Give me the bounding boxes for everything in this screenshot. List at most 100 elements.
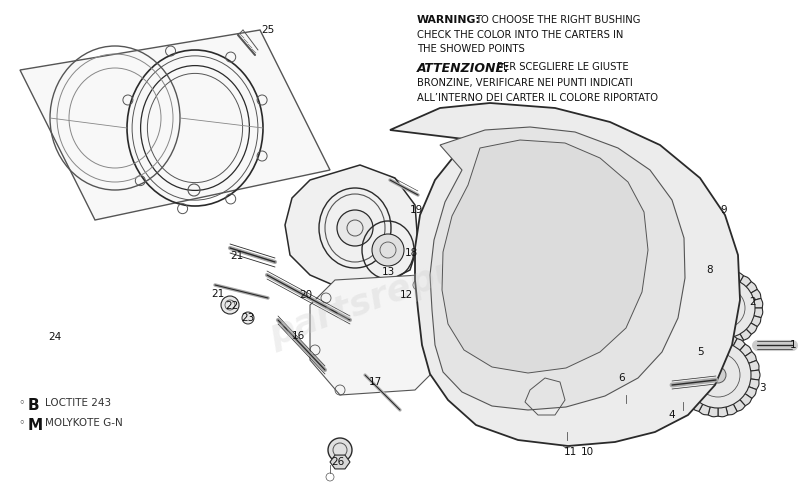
Text: 4: 4 bbox=[669, 410, 675, 420]
Polygon shape bbox=[734, 339, 746, 350]
Text: 9: 9 bbox=[721, 205, 727, 215]
Circle shape bbox=[717, 300, 733, 316]
Text: PER SCEGLIERE LE GIUSTE: PER SCEGLIERE LE GIUSTE bbox=[497, 62, 629, 72]
Polygon shape bbox=[740, 344, 752, 356]
Polygon shape bbox=[751, 316, 761, 327]
Text: M: M bbox=[28, 418, 43, 433]
Polygon shape bbox=[689, 290, 699, 300]
Polygon shape bbox=[725, 337, 734, 346]
Circle shape bbox=[242, 312, 254, 324]
Text: BRONZINE, VERIFICARE NEI PUNTI INDICATI: BRONZINE, VERIFICARE NEI PUNTI INDICATI bbox=[417, 78, 633, 88]
Circle shape bbox=[328, 438, 352, 462]
Polygon shape bbox=[746, 323, 758, 334]
Text: 2: 2 bbox=[750, 297, 756, 307]
Polygon shape bbox=[687, 308, 696, 318]
Polygon shape bbox=[733, 272, 744, 282]
Polygon shape bbox=[718, 333, 728, 343]
Text: 15: 15 bbox=[467, 202, 481, 212]
Text: 8: 8 bbox=[706, 265, 714, 275]
Text: 24: 24 bbox=[48, 332, 62, 342]
Circle shape bbox=[685, 342, 751, 408]
Text: 18: 18 bbox=[404, 248, 418, 258]
Polygon shape bbox=[745, 387, 757, 398]
Polygon shape bbox=[708, 333, 718, 343]
Polygon shape bbox=[693, 282, 704, 293]
Polygon shape bbox=[684, 344, 696, 356]
Bar bbox=[700, 344, 708, 362]
Polygon shape bbox=[734, 400, 746, 412]
Polygon shape bbox=[690, 400, 702, 412]
Polygon shape bbox=[746, 282, 758, 293]
Polygon shape bbox=[725, 270, 734, 279]
Polygon shape bbox=[285, 165, 418, 288]
Polygon shape bbox=[390, 103, 740, 446]
Polygon shape bbox=[718, 407, 728, 417]
Polygon shape bbox=[687, 298, 696, 308]
Polygon shape bbox=[715, 337, 725, 346]
Polygon shape bbox=[740, 394, 752, 406]
Circle shape bbox=[221, 296, 239, 314]
Text: 21: 21 bbox=[230, 251, 244, 261]
Polygon shape bbox=[733, 334, 744, 344]
Polygon shape bbox=[679, 387, 691, 398]
Polygon shape bbox=[676, 370, 686, 380]
Text: 10: 10 bbox=[581, 447, 594, 457]
Text: ALL’INTERNO DEI CARTER IL COLORE RIPORTATO: ALL’INTERNO DEI CARTER IL COLORE RIPORTA… bbox=[417, 93, 658, 103]
Circle shape bbox=[710, 367, 726, 383]
Polygon shape bbox=[20, 30, 330, 220]
Polygon shape bbox=[699, 335, 710, 346]
Polygon shape bbox=[708, 407, 718, 417]
Text: 19: 19 bbox=[410, 205, 422, 215]
Polygon shape bbox=[677, 379, 687, 390]
Polygon shape bbox=[754, 298, 762, 308]
Polygon shape bbox=[754, 308, 762, 318]
Polygon shape bbox=[751, 290, 761, 300]
Polygon shape bbox=[715, 270, 725, 279]
Polygon shape bbox=[442, 140, 648, 373]
Text: 5: 5 bbox=[697, 347, 703, 357]
Text: WARNING:: WARNING: bbox=[417, 15, 481, 25]
Text: CHECK THE COLOR INTO THE CARTERS IN: CHECK THE COLOR INTO THE CARTERS IN bbox=[417, 30, 623, 40]
Circle shape bbox=[609, 364, 637, 392]
Polygon shape bbox=[690, 339, 702, 350]
Text: THE SHOWED POINTS: THE SHOWED POINTS bbox=[417, 44, 525, 54]
Text: 3: 3 bbox=[758, 383, 766, 393]
Polygon shape bbox=[740, 329, 751, 340]
Text: TO CHOOSE THE RIGHT BUSHING: TO CHOOSE THE RIGHT BUSHING bbox=[475, 15, 641, 25]
Text: 14: 14 bbox=[530, 179, 542, 189]
Circle shape bbox=[337, 210, 373, 246]
Text: B: B bbox=[28, 398, 40, 413]
Text: 22: 22 bbox=[226, 301, 238, 311]
Polygon shape bbox=[693, 323, 704, 334]
Polygon shape bbox=[726, 335, 737, 346]
Text: MOLYKOTE G-N: MOLYKOTE G-N bbox=[45, 418, 122, 428]
Text: ◦: ◦ bbox=[18, 418, 25, 428]
Polygon shape bbox=[706, 272, 718, 282]
Text: 12: 12 bbox=[399, 290, 413, 300]
Polygon shape bbox=[749, 379, 759, 390]
Polygon shape bbox=[750, 370, 760, 380]
Text: ATTENZIONE:: ATTENZIONE: bbox=[417, 62, 510, 75]
Text: 1: 1 bbox=[790, 340, 796, 350]
Polygon shape bbox=[430, 127, 685, 410]
Text: 25: 25 bbox=[262, 25, 274, 35]
Polygon shape bbox=[679, 352, 691, 363]
Text: 13: 13 bbox=[382, 267, 394, 277]
Text: ◦: ◦ bbox=[18, 398, 25, 408]
Circle shape bbox=[695, 278, 755, 338]
Polygon shape bbox=[745, 352, 757, 363]
Text: 23: 23 bbox=[242, 313, 254, 323]
Text: 11: 11 bbox=[563, 447, 577, 457]
Text: 7: 7 bbox=[526, 330, 534, 340]
Text: 6: 6 bbox=[618, 373, 626, 383]
Text: 20: 20 bbox=[299, 290, 313, 300]
Polygon shape bbox=[726, 404, 737, 415]
Polygon shape bbox=[330, 455, 350, 469]
Polygon shape bbox=[706, 334, 718, 344]
Text: 26: 26 bbox=[331, 457, 345, 467]
Polygon shape bbox=[698, 329, 710, 340]
Circle shape bbox=[372, 234, 404, 266]
Text: LOCTITE 243: LOCTITE 243 bbox=[45, 398, 111, 408]
Text: 7: 7 bbox=[602, 320, 610, 330]
Polygon shape bbox=[699, 404, 710, 415]
